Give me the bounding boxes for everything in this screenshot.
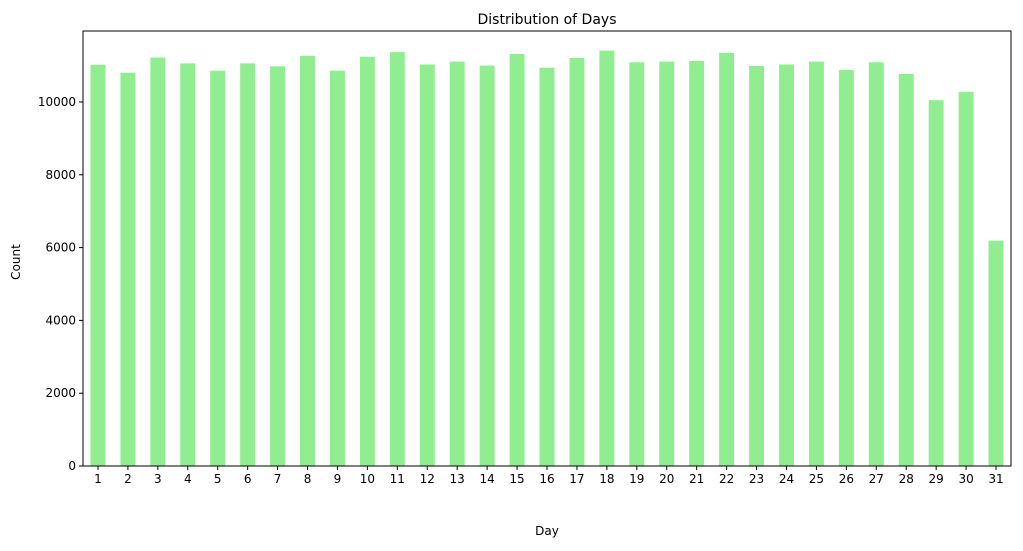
y-tick-label: 8000 xyxy=(45,168,76,182)
x-tick-label: 6 xyxy=(244,472,252,486)
x-tick-label: 23 xyxy=(749,472,764,486)
bar-day-6 xyxy=(240,63,256,466)
x-tick-label: 31 xyxy=(988,472,1003,486)
x-tick-label: 4 xyxy=(184,472,192,486)
bar-day-16 xyxy=(539,67,555,467)
bar-day-4 xyxy=(180,63,196,466)
y-tick-label: 4000 xyxy=(45,313,76,327)
bar-day-29 xyxy=(928,100,944,466)
x-tick-label: 11 xyxy=(390,472,405,486)
y-axis-ticks: 0 2000 4000 6000 8000 10000 xyxy=(38,95,83,473)
x-tick-label: 22 xyxy=(719,472,734,486)
bar-day-13 xyxy=(449,61,465,467)
x-tick-label: 17 xyxy=(569,472,584,486)
x-tick-label: 9 xyxy=(334,472,342,486)
x-tick-label: 5 xyxy=(214,472,222,486)
bar-day-19 xyxy=(629,62,645,466)
x-tick-label: 25 xyxy=(809,472,824,486)
x-tick-label: 30 xyxy=(958,472,973,486)
x-tick-label: 28 xyxy=(899,472,914,486)
bar-day-3 xyxy=(150,57,166,467)
x-tick-label: 26 xyxy=(839,472,854,486)
x-tick-label: 3 xyxy=(154,472,162,486)
bar-day-10 xyxy=(359,56,375,467)
bar-day-2 xyxy=(120,72,136,466)
bar-day-26 xyxy=(838,69,854,466)
x-tick-label: 12 xyxy=(420,472,435,486)
bar-day-22 xyxy=(719,52,735,466)
bar-day-11 xyxy=(389,52,405,466)
x-tick-label: 20 xyxy=(659,472,674,486)
chart-title: Distribution of Days xyxy=(477,12,616,28)
bar-day-28 xyxy=(898,73,914,466)
bar-day-25 xyxy=(808,61,824,467)
x-tick-label: 14 xyxy=(479,472,494,486)
x-tick-label: 15 xyxy=(509,472,524,486)
bar-day-14 xyxy=(479,65,495,466)
x-tick-label: 18 xyxy=(599,472,614,486)
bar-day-7 xyxy=(270,66,286,466)
x-tick-label: 27 xyxy=(869,472,884,486)
x-tick-label: 10 xyxy=(360,472,375,486)
bar-day-15 xyxy=(509,53,525,467)
bar-day-27 xyxy=(868,62,884,466)
bar-day-23 xyxy=(749,65,765,466)
bar-day-31 xyxy=(988,240,1004,466)
x-axis-label: Day xyxy=(535,524,559,538)
x-tick-label: 29 xyxy=(929,472,944,486)
x-tick-label: 19 xyxy=(629,472,644,486)
x-tick-label: 1 xyxy=(94,472,102,486)
bar-day-1 xyxy=(90,64,106,467)
bar-day-12 xyxy=(419,64,435,467)
bar-day-21 xyxy=(689,60,705,467)
bars-group xyxy=(90,50,1004,467)
bar-day-18 xyxy=(599,50,615,467)
bar-day-17 xyxy=(569,57,585,467)
plot-frame xyxy=(82,30,1012,467)
y-tick-label: 0 xyxy=(68,459,76,473)
bar-day-20 xyxy=(659,61,675,467)
x-tick-label: 13 xyxy=(450,472,465,486)
x-tick-label: 21 xyxy=(689,472,704,486)
x-axis-ticks: 1 2 3 4 5 6 7 8 9 10 11 12 13 14 15 16 17 18 19 20 21 22 23 24 2… xyxy=(94,466,1004,486)
x-tick-label: 2 xyxy=(124,472,132,486)
x-tick-label: 8 xyxy=(304,472,312,486)
y-tick-label: 6000 xyxy=(45,241,76,255)
x-tick-label: 16 xyxy=(539,472,554,486)
bar-day-24 xyxy=(779,64,794,467)
y-tick-label: 10000 xyxy=(38,95,76,109)
bar-day-5 xyxy=(210,70,226,466)
bar-day-30 xyxy=(958,91,974,466)
x-tick-label: 24 xyxy=(779,472,794,486)
bar-day-9 xyxy=(329,70,345,466)
x-tick-label: 7 xyxy=(274,472,282,486)
y-axis-label: Count xyxy=(9,244,23,280)
bar-day-8 xyxy=(300,55,315,466)
y-tick-label: 2000 xyxy=(45,386,76,400)
